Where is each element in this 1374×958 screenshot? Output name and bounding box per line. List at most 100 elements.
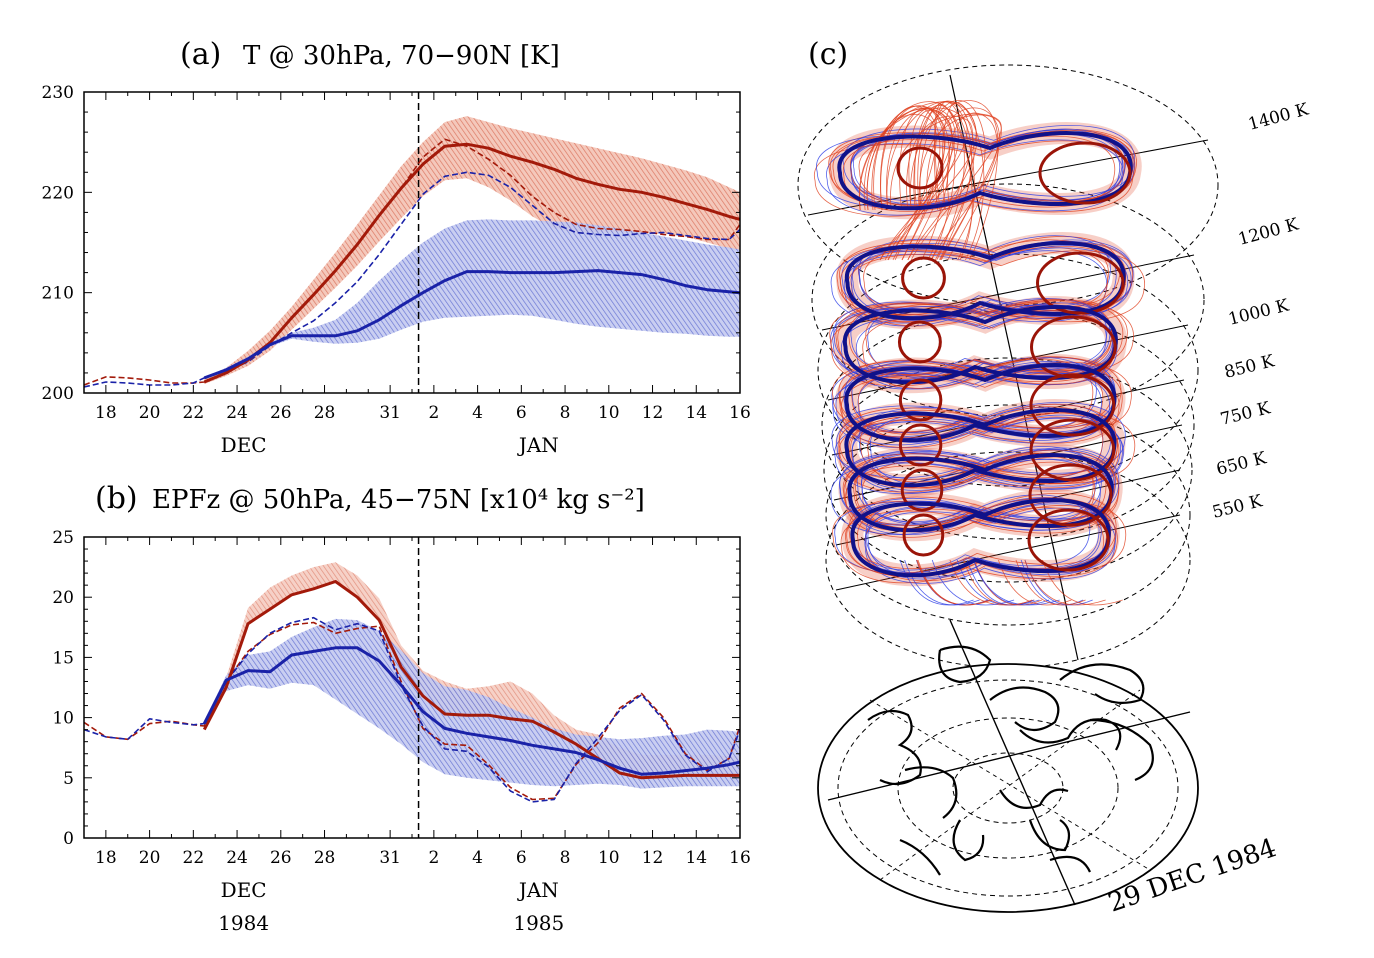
y-tick-label: 5 — [63, 769, 74, 789]
vortex-mean-red-west — [898, 378, 943, 422]
panel-c-label: (c) — [808, 37, 848, 72]
level-label: 1000 K — [1226, 296, 1291, 330]
vortex-member-line — [841, 372, 1120, 448]
panel-b-title: EPFz @ 50hPa, 45−75N [x10⁴ kg s⁻²] — [152, 485, 645, 515]
vortex-red-lobe-line — [913, 100, 975, 261]
vortex-red-lobe-line — [866, 107, 956, 261]
band-blue-spread — [204, 219, 740, 379]
band-red-spread — [204, 116, 740, 384]
level-label: 650 K — [1214, 448, 1268, 480]
vortex-bottom-line — [998, 559, 1072, 606]
level-disk — [811, 183, 1205, 417]
series-red-mean — [203, 142, 740, 384]
x-tick-label: 2 — [428, 848, 439, 868]
x-tick-label: 14 — [685, 403, 707, 423]
x-tick-label: 2 — [428, 403, 439, 423]
vortex-member-line — [864, 507, 1116, 584]
vortex-red-lobe-line — [941, 102, 985, 261]
vortex-member-line — [835, 369, 1102, 446]
vortex-member-line — [865, 503, 1111, 580]
level-label: 550 K — [1210, 491, 1264, 523]
vortex-bottom-line — [966, 559, 1035, 606]
vortex-bottom-line — [974, 559, 1043, 606]
year-label: 1984 — [218, 911, 269, 935]
vortex-member-line — [856, 446, 1097, 523]
y-tick-label: 15 — [52, 648, 74, 668]
vortex-mean-red-west — [900, 468, 944, 512]
x-tick-label: 20 — [139, 848, 161, 868]
vortex-member-line — [858, 403, 1112, 480]
y-tick-label: 230 — [42, 83, 74, 103]
x-tick-label: 4 — [472, 848, 483, 868]
vortex-red-lobe-line — [873, 114, 937, 261]
y-tick-label: 20 — [52, 588, 74, 608]
vortex-member-line — [858, 235, 1111, 312]
series-blue-dashed — [84, 171, 740, 388]
month-label: DEC — [221, 433, 267, 457]
vortex-red-lobe-line — [919, 100, 986, 261]
vortex-red-lobe-line — [909, 100, 999, 261]
vortex-mean-red-east — [1029, 373, 1116, 437]
vortex-member-line — [853, 128, 1126, 205]
vortex-member-line — [850, 247, 1108, 324]
x-tick-label: 18 — [95, 403, 117, 423]
x-tick-label: 22 — [183, 403, 205, 423]
vortex-member-line — [845, 449, 1116, 526]
vortex-member-line — [847, 250, 1145, 327]
panel-b-label: (b) — [95, 481, 138, 516]
panel-a-label: (a) — [180, 37, 221, 72]
x-tick-label: 28 — [314, 848, 336, 868]
vortex-mean-red-east — [1038, 141, 1132, 205]
vortex-red-lobe-line — [886, 108, 953, 261]
x-tick-label: 6 — [516, 403, 527, 423]
x-tick-label: 24 — [226, 848, 248, 868]
vortex-mean-red-west — [901, 256, 946, 300]
level-label: 750 K — [1218, 398, 1272, 430]
vortex-mean-red-west — [898, 423, 943, 467]
vortex-bottom-line — [973, 559, 1060, 606]
vortex-red-lobe-line — [880, 105, 941, 261]
vortex-member-line — [831, 401, 1126, 478]
series-red-mean — [202, 580, 740, 780]
month-label: JAN — [517, 878, 559, 902]
vortex-bottom-line — [904, 559, 980, 606]
x-tick-label: 6 — [516, 848, 527, 868]
panel-a-temperature: (a) T @ 30hPa, 70−90N [K] 18 20 22 24 26 28 31… — [42, 37, 751, 457]
series-blue-mean — [202, 646, 740, 776]
series-blue-mean — [203, 269, 740, 380]
level-disk — [821, 310, 1195, 540]
x-tick-label: 14 — [685, 848, 707, 868]
level-label: 1200 K — [1236, 215, 1301, 250]
series-blue-dashed — [84, 616, 740, 803]
vortex-mean-red-east — [1036, 251, 1125, 315]
vortex-member-line — [852, 414, 1121, 491]
x-tick-label: 18 — [95, 848, 117, 868]
x-tick-label: 8 — [560, 403, 571, 423]
x-tick-label: 28 — [314, 403, 336, 423]
vortex-bottom-line — [963, 559, 1033, 606]
vortex-member-line — [851, 494, 1091, 571]
vortex-red-lobe-line — [880, 105, 945, 261]
vortex-red-lobe-line — [914, 105, 965, 261]
vortex-red-lobe-line — [866, 101, 959, 261]
vortex-bottom-line — [1015, 559, 1086, 606]
vortex-member-line — [840, 507, 1104, 584]
vortex-mean-red-east — [1027, 508, 1110, 572]
x-tick-label: 16 — [729, 403, 751, 423]
vortex-red-lobe-line — [934, 104, 973, 261]
vortex-red-lobe-line — [890, 113, 1002, 261]
x-tick-label: 4 — [472, 403, 483, 423]
x-tick-label: 24 — [226, 403, 248, 423]
x-tick-label: 20 — [139, 403, 161, 423]
x-tick-label: 26 — [270, 403, 292, 423]
vortex-member-line — [865, 505, 1118, 582]
vortex-member-line — [861, 448, 1116, 525]
x-tick-label: 12 — [642, 848, 664, 868]
panel-a-title: T @ 30hPa, 70−90N [K] — [243, 41, 560, 71]
level-disk — [825, 451, 1191, 669]
vortex-member-line — [850, 245, 1132, 322]
y-tick-label: 0 — [63, 829, 74, 849]
month-label: DEC — [221, 878, 267, 902]
